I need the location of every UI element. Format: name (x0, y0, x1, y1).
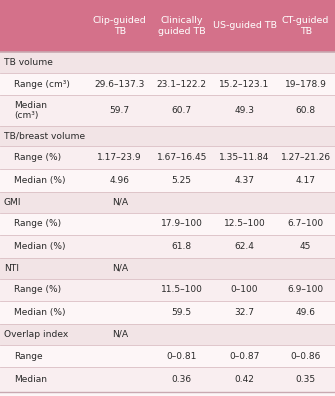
Bar (0, 279, 335, 301)
Bar (0, 126, 335, 147)
Text: Median
(cm³): Median (cm³) (14, 101, 47, 120)
Text: 1.67–16.45: 1.67–16.45 (156, 153, 207, 162)
Text: 29.6–137.3: 29.6–137.3 (94, 80, 145, 89)
Bar (0, 0, 335, 52)
Text: Clinically
guided TB: Clinically guided TB (158, 16, 206, 36)
Text: 59.7: 59.7 (110, 106, 130, 115)
Bar (0, 301, 335, 324)
Text: TB volume: TB volume (4, 58, 53, 67)
Bar (0, 367, 335, 392)
Text: Range (%): Range (%) (14, 219, 61, 228)
Text: 0–0.86: 0–0.86 (290, 352, 321, 361)
Text: 60.8: 60.8 (295, 106, 316, 115)
Text: 45: 45 (300, 242, 311, 251)
Text: 15.2–123.1: 15.2–123.1 (219, 80, 270, 89)
Text: 23.1–122.2: 23.1–122.2 (157, 80, 207, 89)
Bar (0, 73, 335, 95)
Text: 49.6: 49.6 (296, 308, 316, 317)
Text: NTI: NTI (4, 264, 19, 273)
Text: 32.7: 32.7 (234, 308, 255, 317)
Text: 1.27–21.26: 1.27–21.26 (281, 153, 331, 162)
Text: GMI: GMI (4, 198, 21, 207)
Text: Median: Median (14, 375, 47, 384)
Text: Median (%): Median (%) (14, 242, 66, 251)
Text: 12.5–100: 12.5–100 (224, 219, 265, 228)
Text: Overlap index: Overlap index (4, 330, 68, 339)
Bar (0, 169, 335, 192)
Text: Range (%): Range (%) (14, 286, 61, 295)
Bar (0, 324, 335, 345)
Text: 0–0.87: 0–0.87 (229, 352, 260, 361)
Bar (0, 192, 335, 213)
Bar (0, 52, 335, 73)
Text: 0.42: 0.42 (234, 375, 255, 384)
Text: 1.35–11.84: 1.35–11.84 (219, 153, 270, 162)
Bar (0, 213, 335, 235)
Text: 62.4: 62.4 (234, 242, 255, 251)
Text: 60.7: 60.7 (172, 106, 192, 115)
Text: Range: Range (14, 352, 43, 361)
Text: N/A: N/A (112, 330, 128, 339)
Bar (0, 258, 335, 279)
Text: 0–100: 0–100 (231, 286, 258, 295)
Text: 4.37: 4.37 (234, 176, 255, 185)
Bar (0, 95, 335, 126)
Text: 59.5: 59.5 (172, 308, 192, 317)
Text: N/A: N/A (112, 198, 128, 207)
Text: Range (%): Range (%) (14, 153, 61, 162)
Text: 6.9–100: 6.9–100 (288, 286, 324, 295)
Text: 5.25: 5.25 (172, 176, 192, 185)
Text: Median (%): Median (%) (14, 308, 66, 317)
Text: US-guided TB: US-guided TB (212, 21, 277, 30)
Text: 61.8: 61.8 (172, 242, 192, 251)
Bar (0, 345, 335, 367)
Text: Clip-guided
TB: Clip-guided TB (93, 16, 147, 36)
Text: 11.5–100: 11.5–100 (161, 286, 203, 295)
Text: TB/breast volume: TB/breast volume (4, 131, 85, 141)
Text: 0.36: 0.36 (172, 375, 192, 384)
Text: 4.17: 4.17 (296, 176, 316, 185)
Text: 1.17–23.9: 1.17–23.9 (97, 153, 142, 162)
Text: 19–178.9: 19–178.9 (285, 80, 327, 89)
Text: 6.7–100: 6.7–100 (288, 219, 324, 228)
Text: CT-guided
TB: CT-guided TB (282, 16, 329, 36)
Text: 0.35: 0.35 (295, 375, 316, 384)
Text: N/A: N/A (112, 264, 128, 273)
Text: 17.9–100: 17.9–100 (161, 219, 203, 228)
Text: Median (%): Median (%) (14, 176, 66, 185)
Text: Range (cm³): Range (cm³) (14, 80, 70, 89)
Bar (0, 235, 335, 258)
Text: 0–0.81: 0–0.81 (166, 352, 197, 361)
Text: 49.3: 49.3 (234, 106, 255, 115)
Text: 4.96: 4.96 (110, 176, 130, 185)
Bar (0, 147, 335, 169)
